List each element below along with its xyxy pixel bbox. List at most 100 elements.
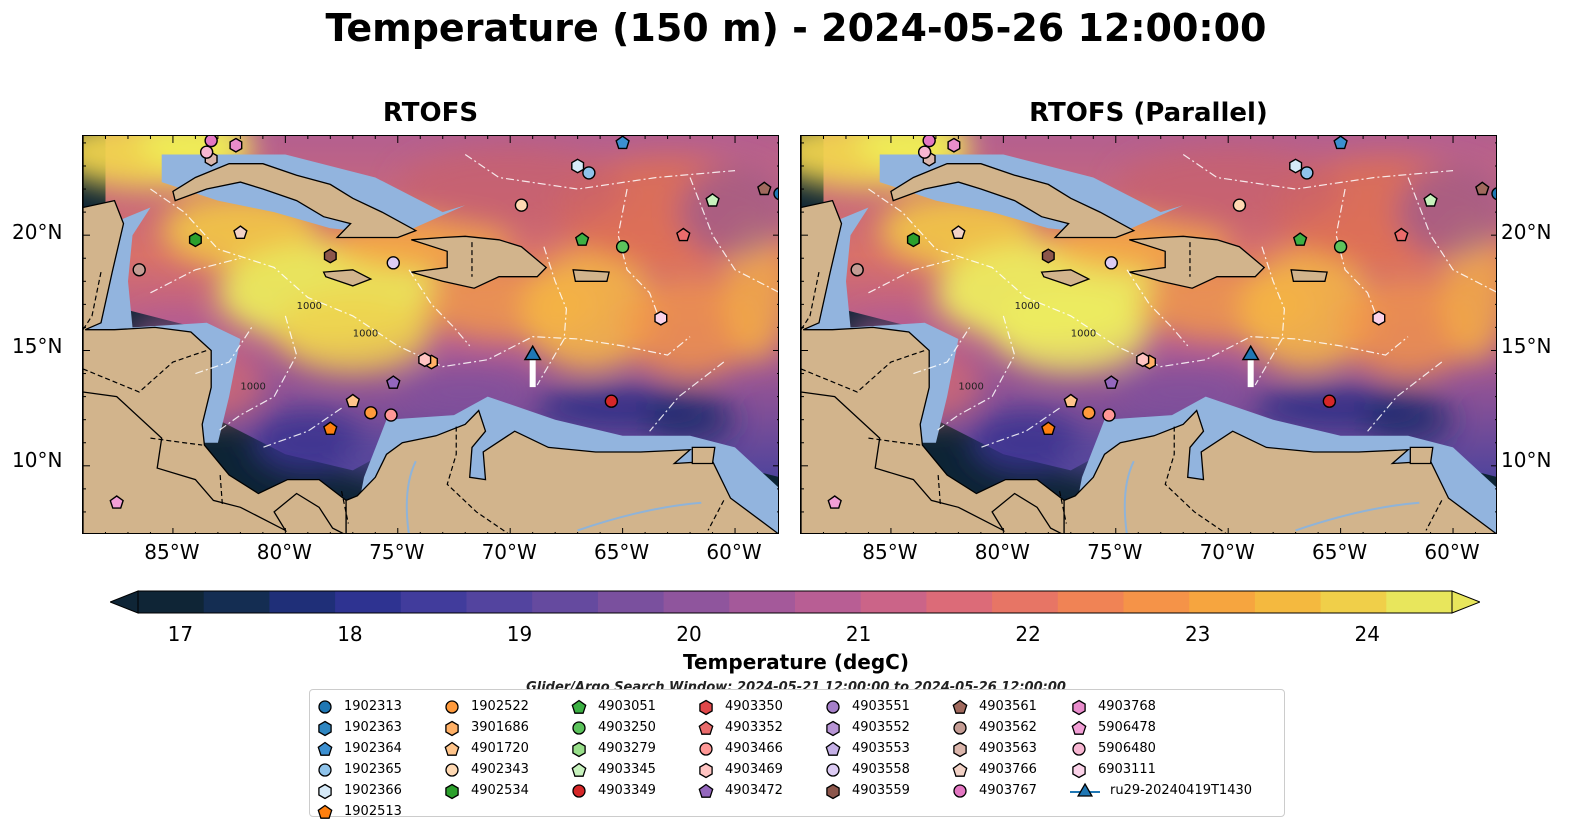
legend-label: 4903466 — [725, 741, 783, 756]
eez-boundary — [935, 315, 1016, 432]
country-border — [801, 271, 820, 331]
float-marker-4903562 — [132, 263, 146, 277]
legend-label: 4903352 — [725, 720, 783, 735]
legend-marker-icon — [1072, 699, 1086, 715]
temperature-blob — [1363, 392, 1454, 448]
map-canvas: 1000 1000 1000 — [801, 136, 1496, 533]
colorbar-tick-label: 24 — [1354, 622, 1380, 646]
temperature-blob — [645, 392, 736, 448]
glider-marker — [1241, 344, 1260, 361]
contour-label: 1000 — [1015, 301, 1040, 312]
float-marker-4903767 — [204, 136, 218, 148]
eez-boundary — [195, 327, 253, 375]
legend-marker-icon — [318, 699, 332, 714]
colorbar-segment — [1189, 591, 1256, 613]
colorbar-segment — [992, 591, 1059, 613]
legend-marker-icon — [318, 720, 332, 736]
country-border — [219, 474, 223, 506]
legend-label: 4903551 — [852, 699, 910, 714]
colorbar-segment — [1386, 591, 1453, 613]
temperature-blob — [1441, 223, 1496, 363]
map-canvas: 1000 1000 1000 — [83, 136, 778, 533]
legend-label: 4903766 — [979, 762, 1037, 777]
legend-marker-icon — [1072, 741, 1086, 756]
float-marker-4903469 — [1136, 352, 1150, 368]
contour-label: 1000 — [958, 382, 983, 393]
land-puertorico — [1290, 269, 1328, 282]
legend-marker-icon — [318, 762, 332, 777]
legend-label: 6903111 — [1098, 762, 1156, 777]
legend-label: 3901686 — [471, 720, 529, 735]
legend-item: 4903279 — [570, 738, 656, 759]
temperature-blob — [992, 290, 1150, 374]
colorbar-tick-label: 19 — [506, 622, 533, 646]
lon-label: 60°W — [1424, 540, 1480, 564]
legend-label: 4901720 — [471, 741, 529, 756]
legend-label: 1902365 — [344, 762, 402, 777]
legend-label: 4902534 — [471, 783, 529, 798]
contour-label: 1000 — [297, 301, 322, 312]
colorbar-tick-label: 22 — [1015, 622, 1041, 646]
eez-boundary — [1182, 153, 1454, 190]
land-cuba — [172, 163, 418, 239]
land-hispaniola — [1129, 235, 1266, 289]
float-marker-4902343 — [514, 198, 529, 212]
float-marker-4903766 — [951, 225, 966, 239]
eez-boundary — [536, 246, 568, 386]
colorbar — [110, 590, 1480, 614]
float-marker-1902522 — [364, 406, 378, 420]
legend-label: 4903250 — [598, 720, 656, 735]
float-marker-4903349 — [1322, 394, 1337, 408]
eez-boundary — [1407, 177, 1496, 293]
colorbar-tick-label: 17 — [167, 622, 194, 646]
land-southAm — [1063, 409, 1496, 533]
colorbar-frame — [137, 590, 1453, 614]
legend-marker-icon — [1070, 782, 1100, 797]
float-marker-1902365 — [1300, 166, 1314, 180]
colorbar-tick-label: 23 — [1184, 622, 1211, 646]
legend-column: 4903768 5906478 5906480 6903111 ru29-2024041… — [1070, 696, 1252, 801]
float-marker-1902364 — [615, 136, 630, 150]
temperature-blob — [723, 223, 778, 363]
temperature-blob — [274, 290, 432, 374]
legend-marker-icon — [826, 783, 840, 799]
colorbar-tick-label: 18 — [337, 622, 363, 646]
legend-item: 1902363 — [316, 717, 402, 738]
float-marker-5906480 — [917, 145, 932, 159]
float-marker-6903111 — [1372, 310, 1386, 326]
legend-item: 4903551 — [824, 696, 910, 717]
lon-label: 70°W — [1199, 540, 1255, 564]
legend-marker-icon — [1071, 720, 1087, 735]
legend-marker-icon — [445, 783, 459, 799]
lat-label-10n-left: 10°N — [12, 448, 63, 472]
legend-item: 4903349 — [570, 780, 656, 801]
lon-label: 65°W — [593, 540, 650, 564]
legend-item: 4903553 — [824, 738, 910, 759]
float-marker-4903466 — [384, 408, 398, 422]
legend-marker-icon — [572, 783, 586, 798]
legend-marker-icon — [953, 720, 967, 735]
legend-label: 4903552 — [852, 720, 910, 735]
land-centralAm — [801, 136, 1065, 533]
legend-marker-icon — [318, 783, 332, 799]
legend-column: 4903551 4903552 4903553 4903558 4903559 — [824, 696, 910, 801]
float-marker-4903345 — [705, 193, 720, 207]
legend-marker-icon — [317, 804, 333, 819]
legend-marker-icon — [952, 699, 968, 714]
legend-marker-icon — [698, 783, 714, 798]
legend-marker-icon — [826, 720, 840, 736]
colorbar-segment — [597, 591, 665, 613]
colorbar-segment — [795, 591, 862, 613]
legend-label: 4903563 — [979, 741, 1037, 756]
eez-boundary — [217, 315, 298, 432]
legend-marker-icon — [953, 741, 967, 757]
legend-marker-icon — [445, 699, 459, 714]
legend-item: ru29-20240419T1430 — [1070, 780, 1252, 801]
colorbar-segment — [926, 591, 993, 613]
legend-label: 4903350 — [725, 699, 783, 714]
glider-marker — [523, 344, 542, 361]
lon-label: 75°W — [369, 540, 425, 564]
legend-label: 4903279 — [598, 741, 656, 756]
legend-item: 1902364 — [316, 738, 402, 759]
eez-boundary — [1126, 269, 1189, 347]
